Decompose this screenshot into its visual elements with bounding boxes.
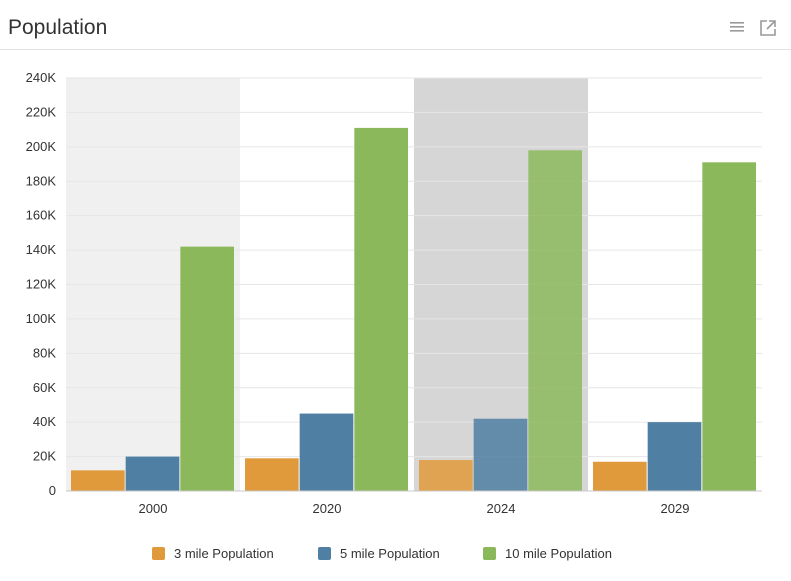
legend-swatch[interactable] [152, 547, 165, 560]
panel-header: Population [0, 0, 791, 50]
y-tick-label: 160K [26, 208, 57, 223]
external-expand-icon[interactable] [758, 18, 778, 38]
y-tick-label: 80K [33, 345, 56, 360]
y-tick-label: 140K [26, 242, 57, 257]
y-tick-label: 220K [26, 104, 57, 119]
y-tick-label: 120K [26, 277, 57, 292]
y-tick-label: 200K [26, 139, 57, 154]
bar[interactable] [419, 460, 473, 491]
x-tick-label: 2029 [661, 501, 690, 516]
bar[interactable] [245, 458, 299, 491]
legend-label[interactable]: 3 mile Population [174, 546, 274, 561]
bar[interactable] [473, 418, 528, 491]
bar[interactable] [702, 162, 756, 491]
y-tick-label: 40K [33, 414, 56, 429]
bar[interactable] [299, 413, 354, 491]
legend-label[interactable]: 5 mile Population [340, 546, 440, 561]
bar[interactable] [528, 150, 582, 491]
legend-label[interactable]: 10 mile Population [505, 546, 612, 561]
bar[interactable] [71, 470, 125, 491]
y-tick-label: 0 [49, 483, 56, 498]
x-tick-label: 2020 [313, 501, 342, 516]
y-tick-label: 100K [26, 311, 57, 326]
y-tick-label: 20K [33, 449, 56, 464]
chart-title: Population [8, 16, 108, 39]
y-tick-label: 180K [26, 173, 57, 188]
y-tick-label: 60K [33, 380, 56, 395]
x-tick-label: 2024 [487, 501, 516, 516]
bar[interactable] [354, 127, 408, 491]
legend-swatch[interactable] [318, 547, 331, 560]
bar[interactable] [593, 461, 647, 491]
x-tick-label: 2000 [139, 501, 168, 516]
bar[interactable] [647, 422, 702, 491]
bar[interactable] [180, 246, 234, 491]
y-tick-label: 240K [26, 70, 57, 85]
bar[interactable] [125, 456, 180, 491]
list-menu-icon[interactable] [728, 18, 748, 38]
legend-swatch[interactable] [483, 547, 496, 560]
